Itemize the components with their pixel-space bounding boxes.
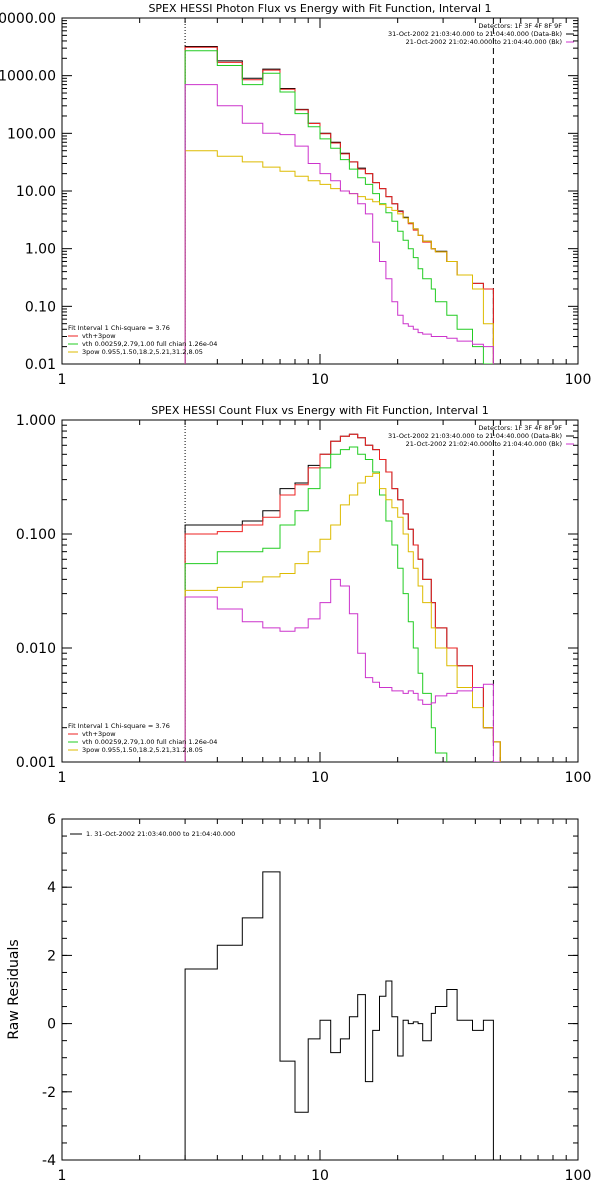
legend-label: 3pow 0.955,1.50,18.2,5.21,31.2,8.05 (82, 746, 203, 754)
legend-label: vth+3pow (82, 332, 116, 340)
x-minor-ticks (139, 420, 567, 762)
x-tick-label: 1 (58, 372, 67, 388)
chart-title: SPEX HESSI Photon Flux vs Energy with Fi… (148, 2, 491, 15)
plot-frame (61, 419, 579, 763)
y-tick-label: 0.01 (25, 357, 56, 373)
x-tick-label: 1 (58, 770, 67, 786)
y-tick-label: 100.00 (7, 126, 56, 142)
plot-frame (61, 17, 579, 365)
info-text: 21-Oct-2002 21:02:40.000 to 21:04:40.000… (406, 38, 562, 46)
series-group (184, 871, 494, 1160)
legend-label: 1. 31-Oct-2002 21:03:40.000 to 21:04:40.… (86, 830, 235, 838)
y-tick-label: 1000.00 (0, 69, 56, 85)
legend-title: Fit Interval 1 Chi-square = 3.76 (68, 722, 170, 730)
y-tick-label: 0.100 (16, 527, 56, 543)
y-tick-label: 0.010 (16, 641, 56, 657)
x-tick-label: 10 (311, 1168, 329, 1184)
series-line-5 (184, 84, 494, 364)
y-tick-label: 1.000 (16, 413, 56, 429)
info-text: 31-Oct-2002 21:03:40.000 to 21:04:40.000… (388, 30, 562, 38)
y-tick-label: 0 (47, 1017, 56, 1033)
series-line-4 (184, 472, 501, 762)
x-minor-ticks (139, 18, 567, 364)
plot-frame (61, 818, 579, 1161)
legend-label: vth 0.00259,2.79,1.00 full chian 1.26e-0… (82, 738, 217, 746)
info-text: Detectors: 1F 3F 4F 8F 9F (478, 22, 562, 30)
y-tick-label: 1.00 (25, 242, 56, 258)
x-tick-label: 100 (565, 1168, 592, 1184)
y-axis-label: Raw Residuals (6, 939, 22, 1039)
y-tick-label: 0.10 (25, 299, 56, 315)
y-tick-label: 2 (47, 948, 56, 964)
x-tick-label: 10 (311, 372, 329, 388)
chart-panel-2: SPEX HESSI Count Flux vs Energy with Fit… (16, 404, 592, 786)
x-tick-label: 100 (565, 372, 592, 388)
series-line-3 (184, 446, 501, 762)
series-group (184, 46, 494, 364)
legend-label: 3pow 0.955,1.50,18.2,5.21,31.2,8.05 (82, 348, 203, 356)
x-tick-label: 100 (565, 770, 592, 786)
x-tick-label: 10 (311, 770, 329, 786)
info-text: 31-Oct-2002 21:03:40.000 to 21:04:40.000… (388, 432, 562, 440)
series-line-4 (184, 150, 494, 364)
y-tick-label: 4 (47, 880, 56, 896)
series-line-1 (184, 871, 494, 1160)
y-tick-label: -4 (42, 1153, 56, 1169)
y-tick-label: 0.001 (16, 755, 56, 771)
x-tick-label: 1 (58, 1168, 67, 1184)
y-tick-label: -2 (42, 1085, 56, 1101)
chart-panel-1: SPEX HESSI Photon Flux vs Energy with Fi… (0, 2, 591, 388)
y-minor-ticks (62, 424, 578, 729)
legend-title: Fit Interval 1 Chi-square = 3.76 (68, 324, 170, 332)
legend-label: vth 0.00259,2.79,1.00 full chian 1.26e-0… (82, 340, 217, 348)
info-text: Detectors: 1F 3F 4F 8F 9F (478, 424, 562, 432)
series-group (184, 433, 501, 762)
y-tick-label: 6 (47, 812, 56, 828)
info-text: 21-Oct-2002 21:02:40.000 to 21:04:40.000… (406, 440, 562, 448)
chart-panel-3: Raw Residuals 1 10 100 6 4 2 0 -2 -4 1. 31-Oct-200… (6, 812, 591, 1184)
y-tick-label: 10.00 (16, 184, 56, 200)
series-line-2 (184, 433, 501, 762)
series-line-5 (184, 578, 501, 762)
chart-title: SPEX HESSI Count Flux vs Energy with Fit… (151, 404, 488, 417)
y-minor-ticks (62, 20, 578, 348)
legend-label: vth+3pow (82, 730, 116, 738)
